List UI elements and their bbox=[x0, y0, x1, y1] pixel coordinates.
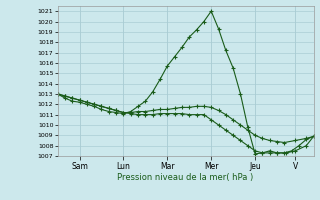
X-axis label: Pression niveau de la mer( hPa ): Pression niveau de la mer( hPa ) bbox=[117, 173, 254, 182]
